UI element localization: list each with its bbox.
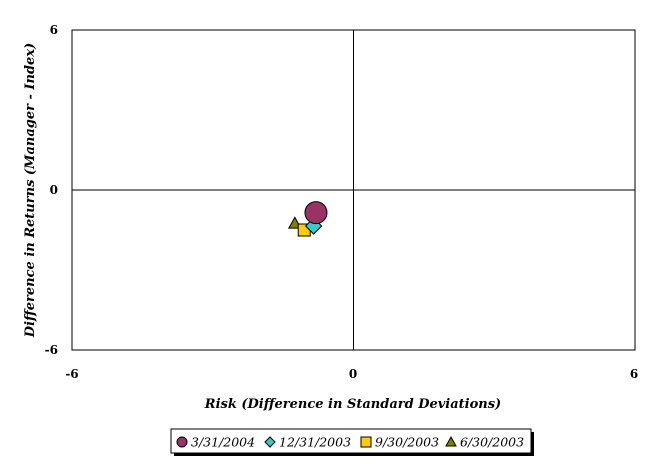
x-tick-label-zero: 0 <box>349 367 357 381</box>
legend-label: 12/31/2003 <box>279 435 351 450</box>
legend-label: 6/30/2003 <box>460 435 524 450</box>
legend-label: 9/30/2003 <box>375 435 439 450</box>
data-point-circle <box>304 201 328 225</box>
y-tick-label-zero: 0 <box>50 183 58 197</box>
y-tick-label-min: -6 <box>45 343 58 357</box>
x-tick-label-min: -6 <box>65 367 78 381</box>
x-tick-label-max: 6 <box>630 367 638 381</box>
legend: 3/31/2004 12/31/2003 9/30/2003 6/30/2003 <box>170 428 534 456</box>
legend-symbol-square <box>360 436 372 448</box>
y-axis-title: Difference in Returns (Manager - Index) <box>23 43 38 338</box>
y-tick-label-max: 6 <box>50 23 58 37</box>
legend-items: 3/31/2004 12/31/2003 9/30/2003 6/30/2003 <box>176 435 524 450</box>
legend-symbol-diamond <box>264 436 276 448</box>
legend-symbol-triangle <box>445 435 457 447</box>
x-axis-title: Risk (Difference in Standard Deviations) <box>204 397 501 412</box>
legend-box <box>170 428 532 454</box>
legend-symbol-circle <box>176 436 188 448</box>
data-markers <box>288 201 328 237</box>
legend-label: 3/31/2004 <box>191 435 255 450</box>
